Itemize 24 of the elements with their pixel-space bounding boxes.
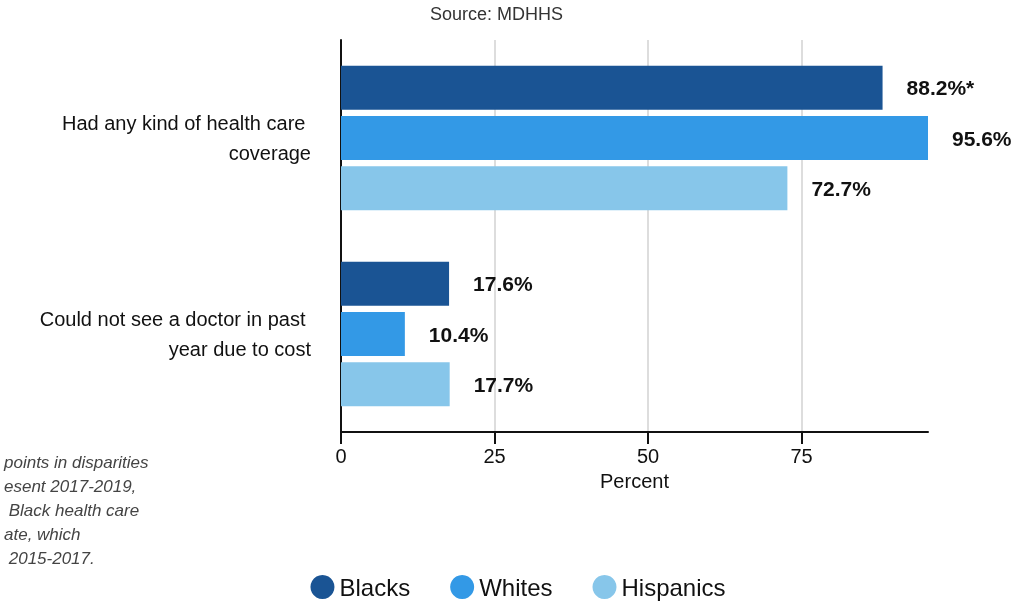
data-label: 72.7% bbox=[811, 176, 872, 200]
data-label: 95.6% bbox=[952, 126, 1012, 150]
y-tick-label: Had any kind of health care coverage bbox=[61, 112, 311, 164]
legend-label: Whites bbox=[479, 573, 553, 601]
chart-subtitle: Source: MDHHS bbox=[430, 4, 564, 24]
legend-label: Hispanics bbox=[621, 573, 726, 601]
data-label: 88.2%* bbox=[906, 76, 976, 100]
y-tick-label: Could not see a doctor in past year due to cost bbox=[39, 308, 312, 360]
bar bbox=[341, 116, 928, 160]
legend-label: Blacks bbox=[339, 573, 411, 601]
bar bbox=[341, 362, 450, 407]
x-tick-label: 75 bbox=[790, 445, 813, 467]
bar bbox=[341, 261, 450, 306]
x-tick-label: 25 bbox=[483, 445, 506, 467]
bar bbox=[341, 65, 883, 110]
data-label: 17.6% bbox=[473, 272, 533, 296]
x-tick-label: 0 bbox=[335, 445, 347, 467]
text: points in disparities esent 2017-2019, Black health care ate, which 2015-2017. bbox=[3, 452, 150, 568]
x-axis-title: Percent bbox=[600, 469, 670, 492]
x-tick-label: 50 bbox=[636, 445, 660, 467]
data-label: 10.4% bbox=[428, 322, 489, 346]
bar bbox=[341, 166, 788, 211]
data-label: 17.7% bbox=[473, 372, 534, 396]
bar bbox=[341, 312, 405, 356]
